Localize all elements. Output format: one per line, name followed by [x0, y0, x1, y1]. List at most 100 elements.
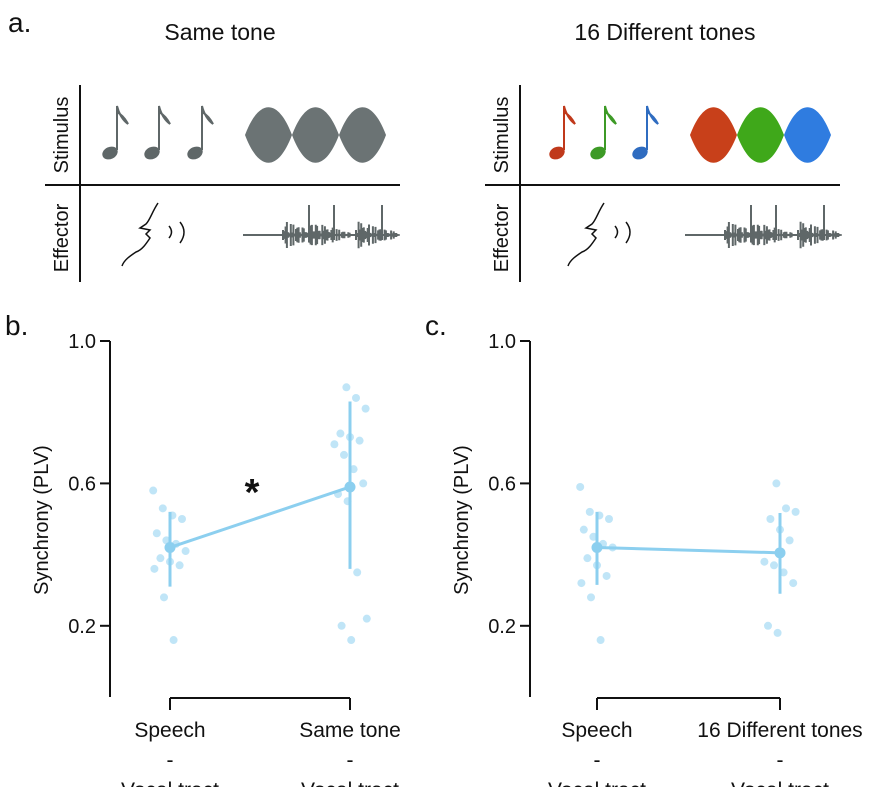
- stimulus-wave: [245, 107, 292, 163]
- panel-title: Same tone: [164, 19, 275, 45]
- x-tick-label: 16 Different tones - Vocal tract: [697, 719, 863, 787]
- note-icon: [646, 105, 659, 150]
- note-icon: [102, 146, 118, 160]
- data-point: [158, 504, 167, 513]
- stimulus-wave: [737, 107, 784, 163]
- data-point: [150, 564, 159, 573]
- y-tick-label: 0.2: [68, 616, 96, 638]
- y-tick-label: 1.0: [68, 331, 96, 353]
- data-point: [330, 440, 339, 449]
- data-point: [175, 561, 184, 570]
- data-point: [785, 536, 794, 545]
- row-label: Stimulus: [491, 97, 513, 174]
- note-icon: [604, 105, 617, 150]
- data-point: [579, 525, 588, 534]
- data-point: [355, 436, 364, 445]
- row-label: Effector: [491, 203, 513, 272]
- note-icon: [116, 105, 129, 150]
- row-label: Effector: [51, 203, 73, 272]
- data-point: [361, 404, 370, 413]
- data-point: [605, 515, 613, 523]
- mean-line: [169, 485, 351, 549]
- diagram-icons: [102, 105, 842, 249]
- data-point: [760, 557, 769, 566]
- data-point: [764, 621, 772, 630]
- mean-point: [164, 541, 176, 553]
- data-point: [169, 636, 178, 645]
- note-icon: [563, 105, 576, 150]
- y-tick-label: 0.2: [488, 616, 516, 638]
- data-point: [178, 515, 186, 523]
- significance-marker: *: [245, 472, 260, 514]
- data-point: [791, 507, 800, 516]
- sound-icon: [614, 221, 631, 244]
- data-point: [587, 593, 595, 602]
- face-icon: [567, 202, 605, 267]
- data-point: [353, 568, 362, 577]
- note-icon: [590, 146, 606, 160]
- mean-point: [344, 481, 356, 493]
- y-tick-label: 1.0: [488, 331, 516, 353]
- x-tick-label: Speech - Vocal tract: [121, 719, 219, 787]
- note-icon: [144, 146, 160, 160]
- data-point: [156, 554, 165, 563]
- y-axis-label: Synchrony (PLV): [31, 445, 53, 595]
- panel-title: 16 Different tones: [574, 19, 755, 45]
- y-tick-label: 0.6: [68, 473, 96, 495]
- data-point: [596, 636, 605, 645]
- data-point: [577, 579, 586, 588]
- data-point: [352, 393, 360, 402]
- effector-wave: [243, 205, 400, 249]
- data-point: [789, 579, 798, 588]
- data-point: [340, 450, 348, 459]
- y-tick-label: 0.6: [488, 473, 516, 495]
- mean-point: [591, 541, 603, 553]
- data-point: [782, 504, 790, 513]
- mean-line: [596, 545, 781, 555]
- data-point: [342, 383, 351, 392]
- data-point: [602, 571, 611, 580]
- note-icon: [632, 146, 648, 160]
- y-axis-label: Synchrony (PLV): [451, 445, 473, 595]
- effector-wave: [685, 205, 842, 249]
- x-tick-label: Speech - Vocal tract: [548, 719, 646, 787]
- note-icon: [187, 146, 203, 160]
- note-icon: [201, 105, 214, 150]
- data-point: [779, 568, 788, 577]
- data-point: [349, 465, 358, 474]
- note-icon: [549, 146, 565, 160]
- data-point: [576, 482, 585, 491]
- stimulus-wave: [339, 107, 386, 163]
- data-point: [149, 486, 158, 495]
- data-point: [585, 507, 594, 516]
- data-point: [773, 628, 782, 637]
- data-point: [336, 429, 345, 438]
- diagram-frame: [45, 85, 840, 282]
- sound-icon: [168, 221, 185, 244]
- data-point: [337, 621, 346, 630]
- panel-label: b.: [5, 310, 28, 341]
- data-point: [772, 479, 781, 488]
- mean-point: [774, 547, 786, 559]
- panel-label: a.: [8, 7, 31, 38]
- stimulus-wave: [292, 107, 339, 163]
- data-point: [160, 593, 168, 602]
- panel-label: c.: [425, 310, 447, 341]
- data-point: [152, 529, 161, 538]
- data-point: [766, 515, 775, 523]
- data-point: [583, 554, 592, 563]
- row-label: Stimulus: [51, 97, 73, 174]
- data-point: [362, 614, 371, 623]
- face-icon: [121, 202, 159, 267]
- data-point: [770, 561, 778, 570]
- data-point: [347, 636, 356, 645]
- stimulus-wave: [690, 107, 737, 163]
- note-icon: [158, 105, 171, 150]
- data-point: [181, 547, 190, 556]
- stimulus-wave: [784, 107, 831, 163]
- data-point: [589, 532, 598, 541]
- x-tick-label: Same tone - Vocal tract: [299, 719, 401, 787]
- data-point: [359, 479, 368, 488]
